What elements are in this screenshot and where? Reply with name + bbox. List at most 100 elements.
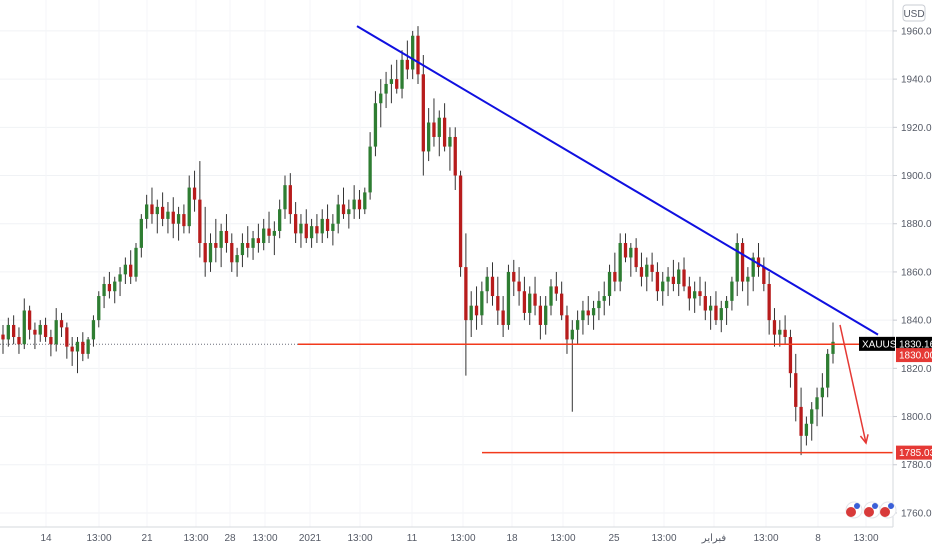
candle[interactable] (416, 26, 420, 84)
candle[interactable] (740, 238, 745, 292)
candle[interactable] (799, 387, 803, 456)
candle[interactable] (246, 226, 250, 258)
candle[interactable] (283, 175, 287, 219)
candle[interactable] (171, 197, 175, 239)
candle[interactable] (719, 300, 723, 333)
candle[interactable] (826, 349, 830, 398)
candle[interactable] (384, 71, 388, 109)
candle[interactable] (570, 320, 574, 412)
candle[interactable] (33, 322, 37, 350)
candle[interactable] (645, 257, 649, 292)
candle[interactable] (38, 320, 42, 342)
candle[interactable] (698, 276, 702, 306)
candle[interactable] (677, 262, 681, 297)
candle[interactable] (219, 223, 223, 268)
candle[interactable] (560, 281, 564, 321)
candle[interactable] (735, 233, 739, 297)
candle[interactable] (496, 276, 500, 325)
candle[interactable] (336, 194, 340, 234)
candle[interactable] (421, 55, 425, 176)
candle[interactable] (442, 103, 447, 152)
candle[interactable] (331, 214, 335, 246)
candle[interactable] (129, 250, 133, 284)
candle[interactable] (182, 204, 186, 234)
candle[interactable] (43, 317, 48, 342)
candle[interactable] (783, 315, 787, 345)
price-axis[interactable]: 1760.00 1780.00 1800.00 1820.00 1840.00 1860.… (893, 26, 932, 519)
candle[interactable] (522, 276, 527, 321)
candle[interactable] (187, 175, 191, 234)
candle[interactable] (309, 218, 314, 248)
candle[interactable] (166, 202, 170, 234)
currency-button[interactable]: USD (902, 4, 926, 22)
candle[interactable] (687, 276, 691, 311)
candle[interactable] (613, 252, 617, 292)
candles[interactable] (1, 26, 835, 456)
candle[interactable] (107, 271, 112, 299)
candle[interactable] (341, 187, 346, 219)
event-icons[interactable] (845, 501, 897, 519)
candle[interactable] (352, 185, 356, 219)
candle[interactable] (145, 194, 149, 229)
candle[interactable] (75, 337, 80, 374)
candle[interactable] (634, 238, 638, 272)
candle[interactable] (549, 279, 553, 316)
candle[interactable] (751, 252, 755, 292)
candle[interactable] (325, 204, 330, 239)
candle[interactable] (804, 416, 809, 446)
candle[interactable] (288, 173, 292, 224)
candle[interactable] (517, 267, 521, 306)
candle[interactable] (437, 110, 441, 157)
candle[interactable] (453, 127, 457, 190)
candle[interactable] (693, 281, 697, 313)
candle[interactable] (762, 257, 766, 292)
candle[interactable] (155, 199, 159, 234)
candle[interactable] (54, 308, 58, 352)
candle[interactable] (788, 329, 793, 388)
candle[interactable] (474, 286, 479, 330)
candle[interactable] (304, 209, 308, 244)
candle[interactable] (102, 276, 106, 309)
candle[interactable] (91, 315, 96, 347)
candle[interactable] (81, 332, 85, 362)
candle[interactable] (176, 206, 181, 241)
candle[interactable] (208, 233, 213, 272)
candle[interactable] (230, 233, 234, 272)
candle[interactable] (214, 218, 218, 263)
candle[interactable] (347, 199, 351, 229)
candle[interactable] (134, 243, 138, 282)
candle[interactable] (198, 161, 202, 258)
candle[interactable] (49, 329, 53, 357)
candle[interactable] (235, 247, 239, 277)
candle[interactable] (17, 327, 21, 354)
candle[interactable] (650, 252, 654, 282)
candle[interactable] (118, 267, 122, 297)
candle[interactable] (123, 257, 128, 284)
candle[interactable] (666, 267, 670, 297)
candle[interactable] (320, 209, 324, 244)
candle[interactable] (160, 192, 165, 227)
candle[interactable] (506, 264, 511, 330)
candle[interactable] (815, 387, 819, 427)
candle[interactable] (464, 233, 468, 376)
candle[interactable] (623, 233, 628, 263)
candle[interactable] (267, 211, 271, 244)
candle[interactable] (224, 214, 229, 253)
candle[interactable] (97, 291, 101, 328)
candle[interactable] (490, 262, 495, 306)
candle[interactable] (363, 187, 367, 215)
candle[interactable] (501, 296, 505, 338)
candle[interactable] (203, 206, 207, 277)
candle[interactable] (554, 271, 558, 301)
candle[interactable] (618, 233, 622, 292)
candle[interactable] (528, 286, 532, 325)
candle[interactable] (661, 271, 665, 306)
candle[interactable] (581, 300, 585, 335)
candle[interactable] (278, 199, 282, 239)
candle[interactable] (794, 353, 798, 422)
candle[interactable] (565, 305, 569, 354)
candle[interactable] (810, 402, 814, 441)
candle[interactable] (629, 243, 633, 277)
candle[interactable] (192, 170, 197, 212)
